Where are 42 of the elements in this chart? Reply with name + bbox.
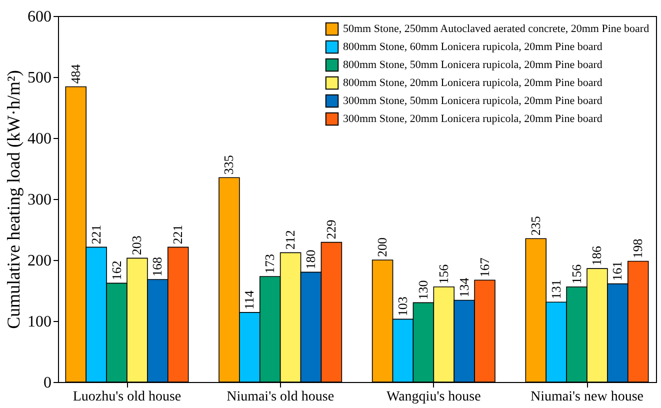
data-label: 200 [374,238,390,257]
data-label: 484 [68,64,83,84]
legend-label: 300mm Stone, 20mm Lonicera rupicola, 20mm Pine board [343,113,603,125]
data-label: 114 [242,290,257,310]
data-label: 235 [528,216,543,236]
data-label: 167 [476,257,492,278]
data-label: 156 [568,264,584,284]
y-tick-label: 600 [28,8,52,26]
data-label: 186 [589,246,604,266]
y-tick-label: 100 [28,314,52,330]
data-label: 229 [323,220,338,240]
data-label: 161 [610,261,625,281]
y-tick-label: 400 [28,130,52,148]
data-label: 198 [630,238,646,258]
x-tick-label: Niumai's new house [530,390,644,404]
data-label: 134 [456,277,472,298]
y-tick-label: 0 [44,374,52,392]
legend-label: 300mm Stone, 50mm Lonicera rupicola, 20mm Pine board [343,95,603,107]
data-label: 180 [303,250,318,270]
y-tick-label: 200 [28,252,52,270]
x-tick-label: Niumai's old house [226,390,334,404]
data-label: 173 [262,254,278,274]
legend-label: 800mm Stone, 50mm Lonicera rupicola, 20mm Pine board [343,59,603,71]
data-label: 203 [129,236,144,256]
data-label: 162 [108,260,124,280]
x-tick-label: Wangqiu's house [386,390,481,404]
y-axis-title: Cumulative heating load (kW·h/m²) [4,70,24,329]
y-tick-label: 500 [28,70,52,86]
data-label: 156 [436,264,451,284]
data-label: 221 [88,224,104,244]
data-label: 168 [150,257,165,277]
legend-label: 800mm Stone, 20mm Lonicera rupicola, 20mm Pine board [343,77,603,89]
data-label: 103 [395,296,410,316]
data-label: 130 [415,280,430,300]
y-tick-label: 300 [28,192,52,208]
legend-label: 50mm Stone, 250mm Autoclaved aerated concrete, 20mm Pine board [343,23,650,35]
x-tick-label: Luozhu's old house [72,390,182,404]
data-label: 212 [282,230,298,250]
data-label: 335 [221,155,236,175]
data-label: 131 [548,280,564,300]
data-label: 221 [170,224,186,244]
legend-label: 800mm Stone, 60mm Lonicera rupicola, 20mm Pine board [343,41,603,53]
